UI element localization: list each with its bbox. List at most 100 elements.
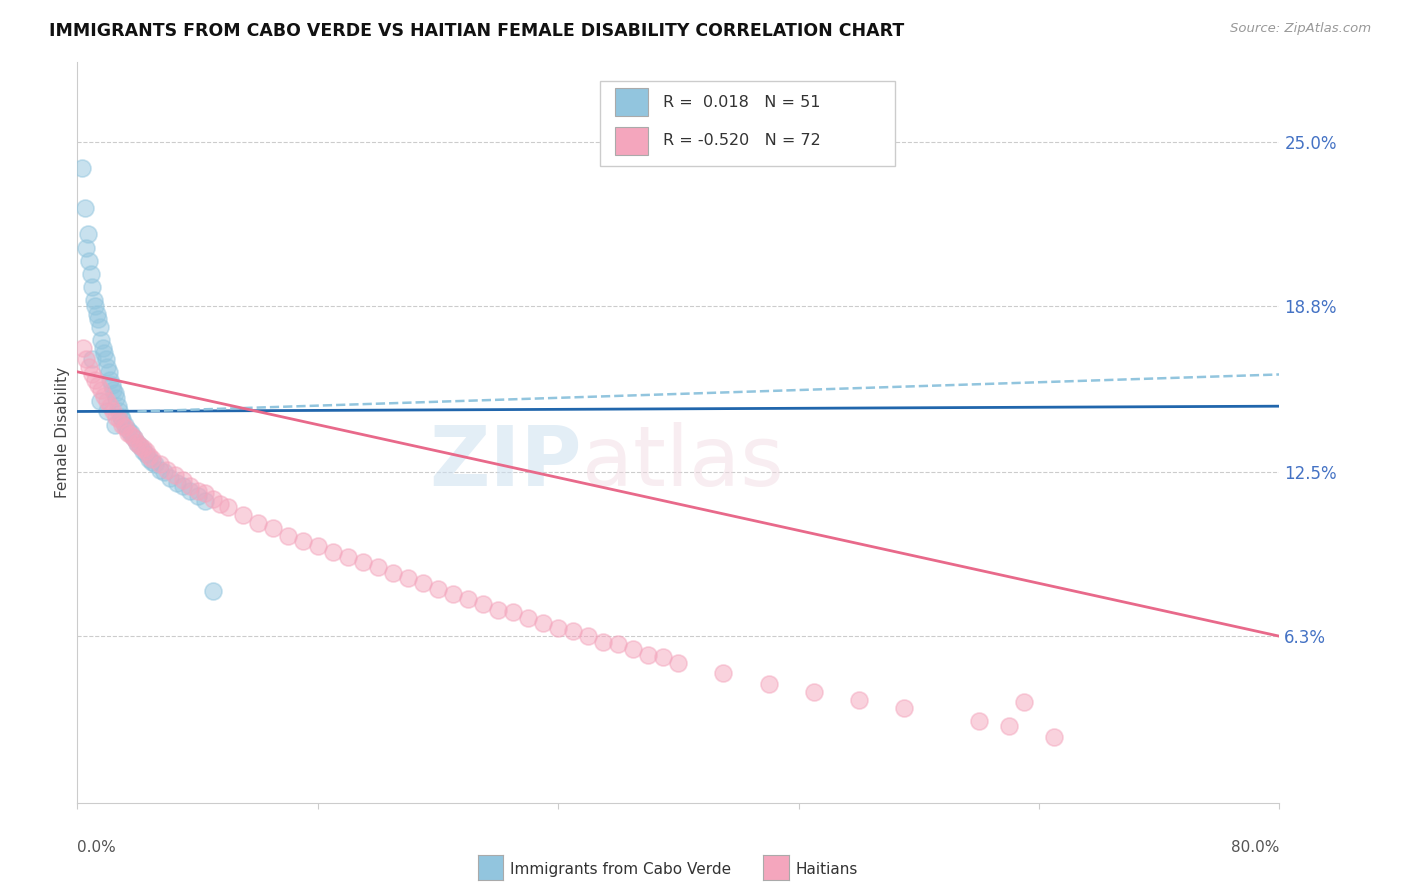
- Point: [277, 529, 299, 543]
- Point: [80, 267, 103, 281]
- Point: [367, 560, 389, 574]
- Point: [322, 544, 344, 558]
- Point: [652, 650, 675, 665]
- Point: [427, 582, 450, 596]
- Point: [307, 539, 329, 553]
- Point: [576, 629, 599, 643]
- Point: [246, 516, 269, 530]
- Point: [209, 497, 232, 511]
- Point: [187, 489, 209, 503]
- Point: [132, 442, 155, 456]
- Point: [135, 447, 157, 461]
- Point: [486, 603, 509, 617]
- Point: [111, 412, 134, 426]
- Point: [96, 404, 118, 418]
- Point: [352, 555, 374, 569]
- Point: [848, 692, 870, 706]
- Point: [517, 611, 540, 625]
- Point: [90, 333, 112, 347]
- Point: [101, 378, 124, 392]
- Point: [75, 241, 97, 255]
- Point: [132, 444, 155, 458]
- Point: [149, 458, 172, 472]
- Point: [129, 439, 152, 453]
- Point: [457, 592, 479, 607]
- Bar: [614, 88, 648, 117]
- Point: [232, 508, 254, 522]
- Point: [91, 341, 114, 355]
- Point: [893, 700, 915, 714]
- Point: [129, 439, 152, 453]
- Point: [159, 470, 181, 484]
- Point: [163, 467, 186, 482]
- Point: [93, 389, 115, 403]
- Text: atlas: atlas: [582, 422, 785, 503]
- Point: [336, 549, 359, 564]
- Point: [194, 494, 217, 508]
- Point: [79, 253, 101, 268]
- Point: [107, 399, 129, 413]
- Point: [117, 425, 139, 440]
- Point: [84, 299, 107, 313]
- Y-axis label: Female Disability: Female Disability: [55, 367, 70, 499]
- Point: [141, 455, 163, 469]
- Point: [668, 656, 690, 670]
- Point: [562, 624, 585, 638]
- Point: [187, 483, 209, 498]
- Point: [73, 201, 96, 215]
- Point: [803, 685, 825, 699]
- Point: [124, 431, 146, 445]
- Point: [79, 359, 101, 374]
- Point: [110, 409, 132, 424]
- Point: [217, 500, 239, 514]
- Point: [87, 378, 110, 392]
- Point: [153, 465, 176, 479]
- Point: [412, 576, 434, 591]
- Text: 80.0%: 80.0%: [1232, 840, 1279, 855]
- Text: IMMIGRANTS FROM CABO VERDE VS HAITIAN FEMALE DISABILITY CORRELATION CHART: IMMIGRANTS FROM CABO VERDE VS HAITIAN FE…: [49, 22, 904, 40]
- Point: [96, 359, 118, 374]
- Point: [90, 384, 112, 398]
- Bar: [614, 127, 648, 155]
- Point: [89, 393, 111, 408]
- Point: [76, 227, 98, 242]
- Point: [592, 634, 614, 648]
- Point: [502, 606, 524, 620]
- Point: [621, 642, 644, 657]
- Point: [713, 666, 735, 681]
- Point: [531, 615, 554, 630]
- Point: [381, 566, 404, 580]
- Point: [472, 598, 495, 612]
- Point: [105, 391, 128, 405]
- Point: [89, 319, 111, 334]
- Point: [547, 621, 569, 635]
- Point: [138, 452, 160, 467]
- Point: [120, 428, 142, 442]
- Point: [179, 478, 201, 492]
- Point: [104, 417, 127, 432]
- Point: [114, 420, 136, 434]
- Point: [124, 431, 146, 445]
- Point: [141, 452, 163, 467]
- Point: [96, 393, 118, 408]
- Text: Haitians: Haitians: [796, 863, 858, 877]
- Point: [135, 444, 157, 458]
- Point: [166, 475, 188, 490]
- Point: [967, 714, 990, 728]
- Point: [108, 412, 131, 426]
- Point: [179, 483, 201, 498]
- Point: [87, 312, 110, 326]
- Text: R =  0.018   N = 51: R = 0.018 N = 51: [662, 95, 820, 110]
- Point: [86, 307, 108, 321]
- Point: [108, 404, 131, 418]
- Point: [97, 365, 120, 379]
- Point: [1012, 695, 1035, 709]
- Point: [103, 384, 125, 398]
- Point: [120, 425, 142, 440]
- Point: [138, 450, 160, 464]
- Point: [111, 417, 134, 432]
- Point: [291, 534, 314, 549]
- Point: [82, 280, 104, 294]
- Point: [72, 341, 94, 355]
- Bar: [600, 81, 894, 166]
